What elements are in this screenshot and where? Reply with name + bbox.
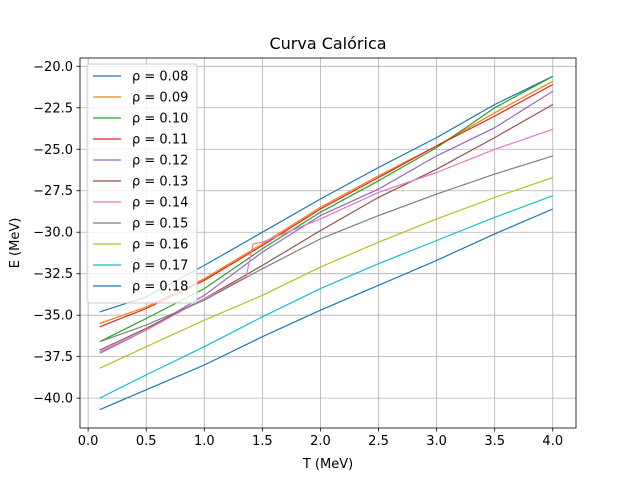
x-tick-label: 1.5 [252,434,273,449]
legend: ρ = 0.08 ρ = 0.09 ρ = 0.10 ρ = 0.11 ρ = 0.12… [86,63,198,304]
series-line-10 [99,208,554,411]
x-tick-label: 2.5 [368,434,389,449]
chart-title: Curva Calórica [269,34,386,53]
legend-label: ρ = 0.08 [132,70,188,85]
x-axis: 0.0 0.5 1.0 1.5 2.0 2.5 3.0 3.5 4.0 [78,428,563,449]
legend-label: ρ = 0.15 [132,217,188,232]
legend-label: ρ = 0.11 [132,133,188,148]
y-axis: −40.0 −37.5 −35.0 −32.5 −30.0 −27.5 −25.0 −22.5… [33,60,80,407]
legend-box [86,63,198,304]
x-axis-label: T (MeV) [302,457,353,472]
x-tick-label: 0.5 [136,434,157,449]
x-tick-label: 3.5 [484,434,505,449]
series-lines [99,75,554,411]
legend-label: ρ = 0.14 [132,196,188,211]
series-line-2 [99,75,554,343]
legend-label: ρ = 0.18 [132,280,188,295]
series-line-9 [99,195,554,399]
y-tick-label: −30.0 [33,226,73,241]
legend-label: ρ = 0.12 [132,154,188,169]
y-tick-label: −25.0 [33,143,73,158]
x-tick-label: 0.0 [78,434,99,449]
y-tick-label: −27.5 [33,184,73,199]
y-tick-label: −20.0 [33,60,73,75]
y-axis-label: E (MeV) [8,218,23,269]
y-tick-label: −32.5 [33,267,73,282]
legend-label: ρ = 0.16 [132,238,188,253]
y-tick-label: −22.5 [33,101,73,116]
x-tick-label: 4.0 [542,434,563,449]
x-tick-label: 3.0 [426,434,447,449]
y-tick-label: −37.5 [33,350,73,365]
legend-label: ρ = 0.17 [132,259,188,274]
grid [80,58,576,428]
x-tick-label: 1.0 [194,434,215,449]
x-tick-label: 2.0 [310,434,331,449]
y-tick-label: −35.0 [33,309,73,324]
legend-label: ρ = 0.09 [132,91,188,106]
series-line-7 [99,155,553,343]
y-tick-label: −40.0 [33,392,73,407]
series-line-5 [99,103,554,351]
legend-label: ρ = 0.13 [132,175,188,190]
series-line-8 [99,176,553,369]
plot-frame [79,57,577,429]
legend-label: ρ = 0.10 [132,112,188,127]
